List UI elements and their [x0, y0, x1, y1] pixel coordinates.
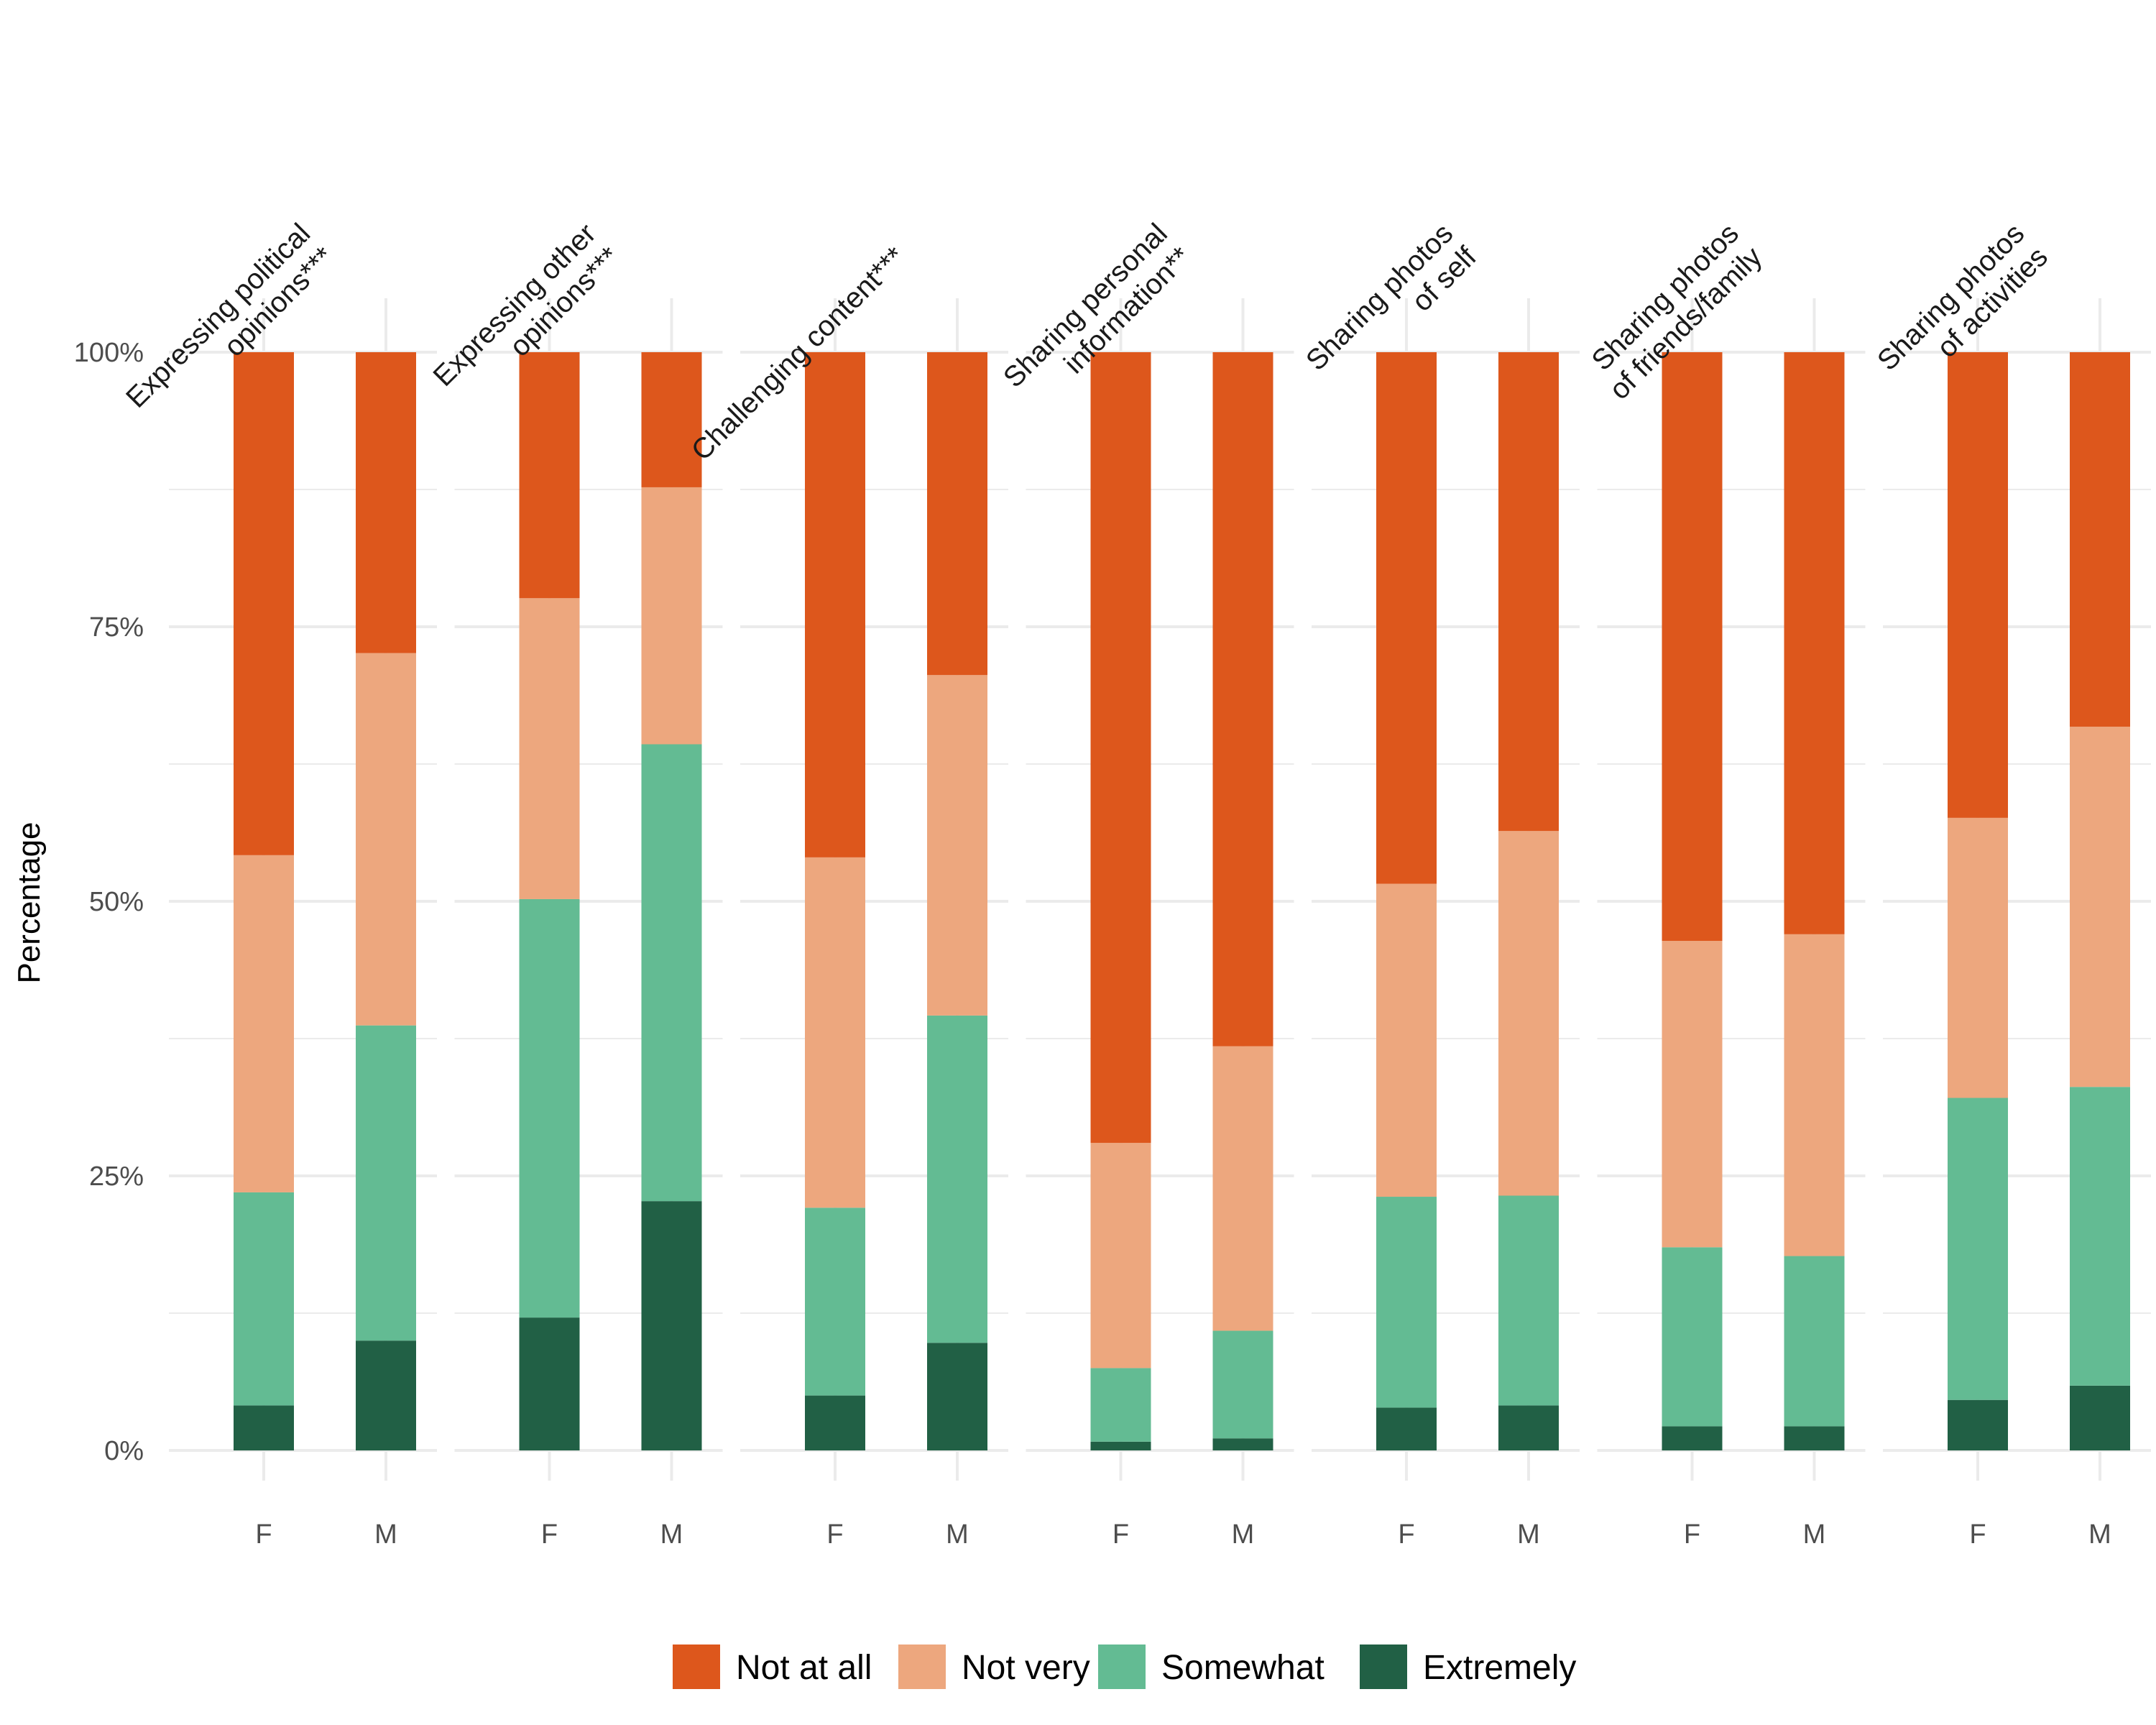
bar-segment-extremely: [1784, 1426, 1845, 1450]
y-axis-title: Percentage: [11, 822, 47, 983]
bar-segment-not-at-all: [1376, 352, 1437, 884]
bar-segment-not-very: [1090, 1143, 1151, 1368]
legend-item: Extremely: [1360, 1644, 1576, 1689]
x-tick-label: M: [1232, 1519, 1255, 1550]
bar-segment-not-at-all: [2070, 352, 2130, 727]
bar-segment-not-at-all: [805, 352, 865, 857]
bar-segment-extremely: [1212, 1438, 1273, 1450]
x-tick-label: M: [2088, 1519, 2111, 1550]
bar-segment-somewhat: [641, 744, 702, 1202]
bar-segment-extremely: [1376, 1407, 1437, 1450]
bar-segment-somewhat: [356, 1025, 416, 1341]
bar-layer: [234, 352, 2130, 1450]
bar-segment-not-at-all: [641, 352, 702, 487]
bar-segment-extremely: [1662, 1426, 1723, 1450]
bar-segment-not-very: [641, 487, 702, 745]
legend-key: [898, 1644, 946, 1689]
x-tick-label: M: [660, 1519, 683, 1550]
bar-segment-not-very: [2070, 727, 2130, 1087]
bar-segment-extremely: [1498, 1405, 1559, 1450]
y-axis: 0% 25% 50% 75% 100%: [74, 338, 144, 1466]
bar-segment-extremely: [234, 1405, 294, 1450]
bar-segment-not-very: [234, 855, 294, 1192]
bar-segment-not-at-all: [519, 352, 580, 599]
legend-key: [673, 1644, 720, 1689]
bar-segment-not-very: [1662, 941, 1723, 1248]
bar-segment-extremely: [1948, 1399, 2008, 1450]
bar-segment-not-very: [1784, 934, 1845, 1256]
x-tick-label: M: [1803, 1519, 1826, 1550]
bar-segment-somewhat: [234, 1192, 294, 1406]
bar-segment-somewhat: [1498, 1195, 1559, 1406]
bar-segment-somewhat: [927, 1015, 987, 1343]
x-tick-label: F: [826, 1519, 843, 1550]
bar-segment-not-very: [1498, 831, 1559, 1196]
y-tick-label: 100%: [74, 338, 144, 368]
bar-segment-not-at-all: [1498, 352, 1559, 832]
x-tick-label: M: [1517, 1519, 1540, 1550]
bar-segment-not-at-all: [356, 352, 416, 653]
y-tick-label: 0%: [104, 1436, 144, 1466]
x-tick-label: M: [946, 1519, 969, 1550]
facet-title: Expressing politicalopinions***: [120, 218, 340, 438]
bar-segment-not-at-all: [1212, 352, 1273, 1046]
bar-segment-not-very: [1948, 817, 2008, 1098]
bar-segment-not-at-all: [1090, 352, 1151, 1144]
legend-item: Not very: [898, 1644, 1090, 1689]
bar-segment-not-at-all: [1948, 352, 2008, 818]
y-tick-label: 75%: [89, 612, 144, 643]
legend-key: [1098, 1644, 1146, 1689]
bar-segment-extremely: [641, 1201, 702, 1450]
legend-item: Not at all: [673, 1644, 872, 1689]
bar-segment-not-very: [519, 598, 580, 899]
legend-label: Extremely: [1423, 1649, 1576, 1687]
x-tick-label: F: [1398, 1519, 1414, 1550]
x-tick-label: F: [541, 1519, 558, 1550]
bar-segment-not-very: [1212, 1046, 1273, 1331]
bar-segment-extremely: [356, 1340, 416, 1450]
bar-segment-not-very: [1376, 883, 1437, 1197]
legend-label: Not at all: [736, 1649, 872, 1687]
x-tick-label: F: [255, 1519, 272, 1550]
bar-segment-extremely: [927, 1343, 987, 1450]
bar-segment-not-very: [356, 653, 416, 1026]
legend-item: Somewhat: [1098, 1644, 1325, 1689]
bar-segment-not-very: [805, 857, 865, 1208]
y-tick-label: 25%: [89, 1162, 144, 1192]
x-tick-label: F: [1969, 1519, 1986, 1550]
bar-segment-extremely: [2070, 1385, 2130, 1450]
x-tick-label: F: [1112, 1519, 1129, 1550]
bar-segment-not-at-all: [234, 352, 294, 855]
bar-segment-somewhat: [1090, 1368, 1151, 1442]
bar-segment-somewhat: [519, 898, 580, 1318]
bar-segment-somewhat: [1662, 1247, 1723, 1427]
bar-segment-extremely: [519, 1317, 580, 1450]
bar-segment-somewhat: [2070, 1087, 2130, 1386]
bar-segment-not-at-all: [1662, 352, 1723, 942]
x-tick-label: F: [1684, 1519, 1700, 1550]
bar-segment-not-at-all: [927, 352, 987, 676]
legend: Not at all Not very Somewhat Extremely: [673, 1644, 1576, 1689]
bar-segment-not-at-all: [1784, 352, 1845, 934]
grid-layer: [169, 298, 2151, 1481]
bar-segment-extremely: [1090, 1441, 1151, 1450]
bar-segment-not-very: [927, 675, 987, 1016]
facet-title-line: Challenging content***: [686, 241, 911, 466]
y-tick-label: 50%: [89, 887, 144, 917]
bar-segment-somewhat: [1948, 1098, 2008, 1400]
bar-segment-somewhat: [805, 1208, 865, 1396]
legend-label: Not very: [962, 1649, 1090, 1687]
bar-segment-somewhat: [1784, 1256, 1845, 1427]
bar-segment-somewhat: [1376, 1197, 1437, 1408]
bar-segment-somewhat: [1212, 1330, 1273, 1439]
bar-segment-extremely: [805, 1395, 865, 1450]
legend-label: Somewhat: [1161, 1649, 1325, 1687]
x-tick-label: M: [374, 1519, 397, 1550]
facet-title: Challenging content***: [686, 241, 911, 466]
legend-key: [1360, 1644, 1407, 1689]
